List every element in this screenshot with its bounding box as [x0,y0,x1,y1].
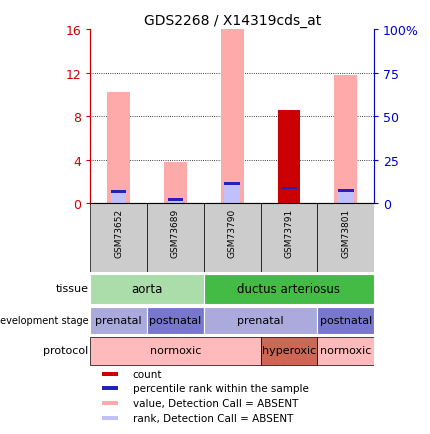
Text: development stage: development stage [0,316,89,326]
Bar [335,76,357,204]
Bar [111,191,126,193]
Text: value, Detection Call = ABSENT: value, Detection Call = ABSENT [133,398,298,408]
Bar [147,204,204,273]
Bar [147,308,204,335]
Text: hyperoxic: hyperoxic [262,345,316,355]
Text: prenatal: prenatal [237,316,284,326]
Bar [90,308,147,335]
Bar [204,274,374,305]
Bar [317,338,374,365]
Text: postnatal: postnatal [149,316,202,326]
Bar [101,416,118,420]
Text: postnatal: postnatal [319,316,372,326]
Bar [278,110,300,204]
Bar [204,308,317,335]
Text: GSM73689: GSM73689 [171,208,180,257]
Bar [111,191,126,204]
Bar [317,308,374,335]
Bar [90,274,204,305]
Text: GSM73801: GSM73801 [341,208,350,257]
Bar [101,372,118,376]
Text: tissue: tissue [55,284,89,294]
Bar [281,188,297,204]
Text: rank, Detection Call = ABSENT: rank, Detection Call = ABSENT [133,413,293,423]
Bar [168,199,183,201]
Text: GSM73790: GSM73790 [228,208,236,257]
Text: prenatal: prenatal [95,316,142,326]
Bar [261,204,317,273]
Bar [224,184,240,204]
Text: aorta: aorta [132,282,163,295]
Bar [204,204,261,273]
Bar [164,162,187,204]
Bar [338,191,353,204]
Title: GDS2268 / X14319cds_at: GDS2268 / X14319cds_at [144,14,321,28]
Text: normoxic: normoxic [150,345,201,355]
Text: ductus arteriosus: ductus arteriosus [237,282,341,295]
Text: normoxic: normoxic [320,345,372,355]
Bar [101,386,118,391]
Bar [221,30,243,204]
Bar [338,190,353,192]
Bar [108,93,130,204]
Bar [101,401,118,405]
Text: protocol: protocol [43,345,89,355]
Text: count: count [133,369,163,379]
Text: percentile rank within the sample: percentile rank within the sample [133,383,309,393]
Bar [90,204,147,273]
Bar [261,338,317,365]
Bar [168,200,183,204]
Bar [278,110,300,204]
Bar [224,183,240,185]
Text: GSM73791: GSM73791 [285,208,293,257]
Text: GSM73652: GSM73652 [114,208,123,257]
Bar [281,187,297,190]
Bar [317,204,374,273]
Bar [90,338,261,365]
